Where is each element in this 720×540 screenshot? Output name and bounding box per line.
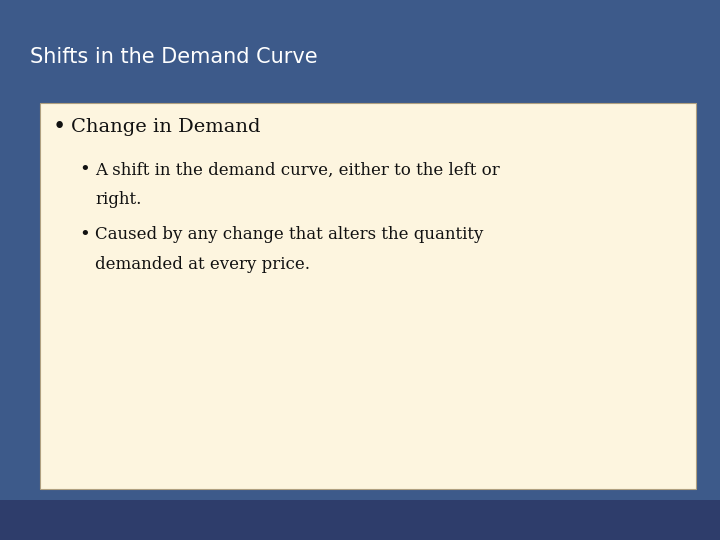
Text: Caused by any change that alters the quantity: Caused by any change that alters the qua… <box>95 226 483 244</box>
Text: right.: right. <box>95 191 141 208</box>
FancyBboxPatch shape <box>0 500 720 540</box>
Text: Change in Demand: Change in Demand <box>71 118 260 136</box>
Text: demanded at every price.: demanded at every price. <box>95 256 310 273</box>
Text: •: • <box>53 116 66 138</box>
Text: •: • <box>80 161 90 179</box>
FancyBboxPatch shape <box>40 103 696 489</box>
Text: A shift in the demand curve, either to the left or: A shift in the demand curve, either to t… <box>95 161 500 179</box>
Text: Shifts in the Demand Curve: Shifts in the Demand Curve <box>30 46 318 67</box>
Text: •: • <box>80 226 90 244</box>
